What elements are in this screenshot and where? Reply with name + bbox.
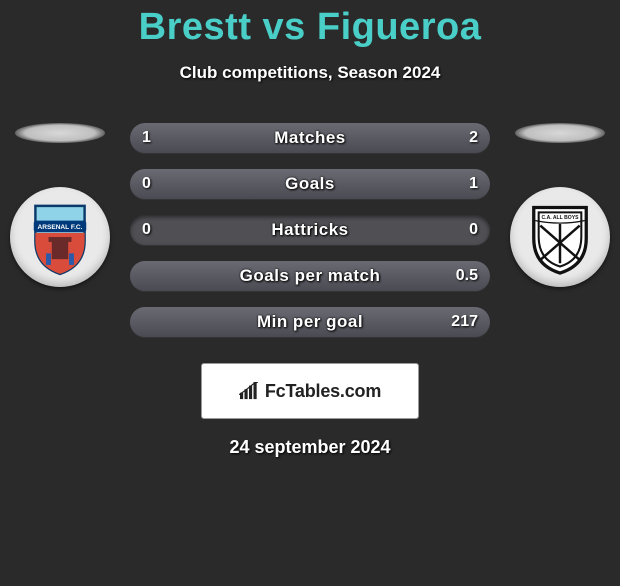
svg-text:C.A. ALL BOYS: C.A. ALL BOYS bbox=[542, 215, 580, 221]
allboys-crest-icon: C.A. ALL BOYS bbox=[519, 196, 601, 278]
stat-row: 0Goals1 bbox=[130, 169, 490, 199]
stat-value-right: 0 bbox=[469, 215, 478, 245]
date-label: 24 september 2024 bbox=[0, 437, 620, 458]
stat-label: Goals bbox=[130, 174, 490, 194]
fctables-link[interactable]: FcTables.com bbox=[201, 363, 419, 419]
stat-row: 0Hattricks0 bbox=[130, 215, 490, 245]
subtitle: Club competitions, Season 2024 bbox=[0, 63, 620, 83]
fctables-logo-text: FcTables.com bbox=[265, 381, 381, 402]
page-title: Brestt vs Figueroa bbox=[0, 6, 620, 49]
shadow-ellipse bbox=[515, 123, 605, 143]
stat-row: Goals per match0.5 bbox=[130, 261, 490, 291]
stat-value-right: 217 bbox=[451, 307, 478, 337]
stat-label: Hattricks bbox=[130, 220, 490, 240]
arsenal-crest-icon: ARSENAL F.C. bbox=[19, 196, 101, 278]
stat-value-right: 2 bbox=[469, 123, 478, 153]
chart-icon bbox=[239, 382, 259, 400]
stat-bars: 1Matches20Goals10Hattricks0Goals per mat… bbox=[130, 123, 490, 337]
stat-row: 1Matches2 bbox=[130, 123, 490, 153]
left-team-column: ARSENAL F.C. bbox=[0, 123, 120, 287]
shadow-ellipse bbox=[15, 123, 105, 143]
right-team-column: C.A. ALL BOYS bbox=[500, 123, 620, 287]
stat-label: Matches bbox=[130, 128, 490, 148]
stat-row: Min per goal217 bbox=[130, 307, 490, 337]
comparison-card: Brestt vs Figueroa Club competitions, Se… bbox=[0, 6, 620, 458]
right-team-crest: C.A. ALL BOYS bbox=[510, 187, 610, 287]
left-team-crest: ARSENAL F.C. bbox=[10, 187, 110, 287]
main-row: ARSENAL F.C. 1Matches20Goals10Hattricks0… bbox=[0, 123, 620, 337]
stat-label: Goals per match bbox=[130, 266, 490, 286]
stat-value-right: 0.5 bbox=[456, 261, 478, 291]
svg-text:ARSENAL F.C.: ARSENAL F.C. bbox=[38, 224, 83, 231]
stat-label: Min per goal bbox=[130, 312, 490, 332]
stat-value-right: 1 bbox=[469, 169, 478, 199]
